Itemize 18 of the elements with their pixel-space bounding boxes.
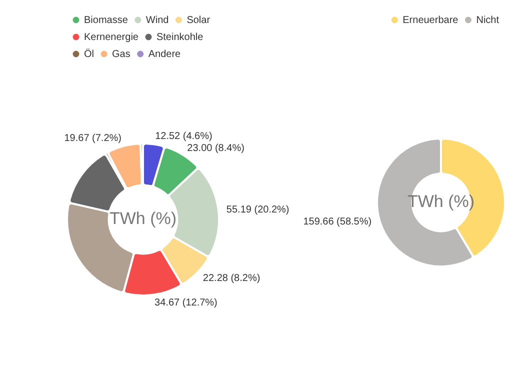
legend-label: Solar [186,14,211,26]
data-label: 34.67 (12.7%) [154,297,218,308]
legend-label: Gas [112,48,130,60]
text: TWh (%) [109,209,177,228]
data-label: 22.28 (8.2%) [202,273,260,284]
legend-label: Biomasse [84,14,128,26]
legend-label: Nicht [476,14,500,26]
data-label: 159.66 (58.5%) [303,216,372,228]
data-label: 19.67 (7.2%) [64,133,122,144]
data-label: 23.00 (8.4%) [187,142,244,154]
legend-label: Kernenergie [84,32,139,43]
data-label: 12.52 (4.6%) [155,131,212,142]
legend-label: Steinkohle [156,32,204,43]
legend-label: Öl [84,48,94,60]
legend-label: Erneuerbare [402,14,459,26]
data-label: 55.19 (20.2%) [226,204,290,216]
legend-label: Wind [146,14,169,26]
legend-label: Andere [148,48,182,60]
